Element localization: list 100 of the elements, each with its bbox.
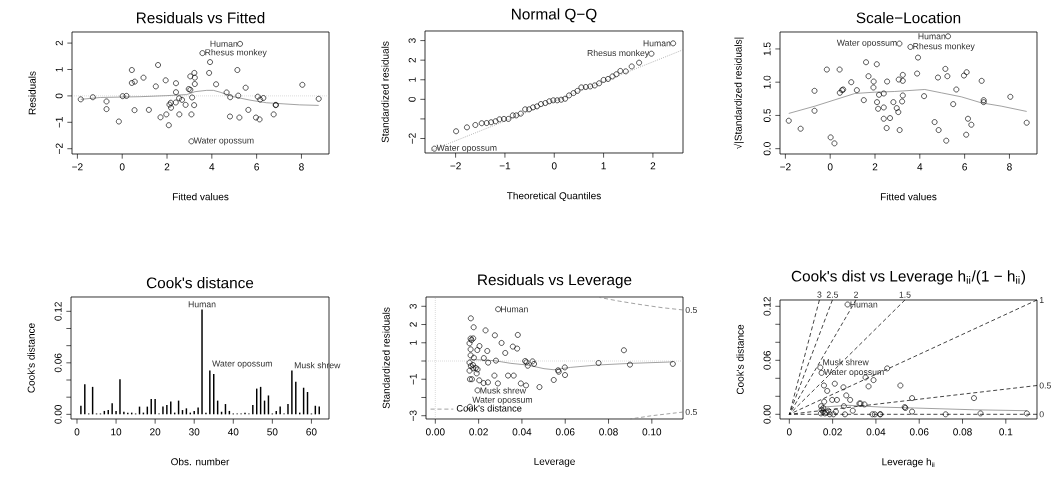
annotation: 2.5 — [826, 291, 839, 298]
x-tick-label: 0.04 — [512, 428, 532, 436]
y-axis-title: Residuals — [28, 71, 36, 115]
y-axis-title: Standardized residuals — [382, 307, 390, 409]
annotation: 0.5 — [685, 306, 697, 314]
annotation: 0.5 — [1039, 382, 1051, 389]
x-tick-label: 0.06 — [555, 428, 575, 436]
y-tick-label: 2 — [55, 40, 63, 46]
chart-title: Residuals vs Leverage — [478, 274, 632, 289]
x-tick-label: −2 — [780, 163, 791, 171]
y-tick-label: −3 — [409, 410, 417, 421]
chart-title: Normal Q−Q — [512, 8, 597, 23]
x-tick-label: 60 — [306, 428, 317, 436]
annotation: Water opossum — [836, 39, 897, 48]
x-tick-label: 8 — [299, 163, 304, 171]
y-tick-label: 3 — [409, 303, 417, 309]
x-tick-label: 40 — [227, 428, 239, 436]
x-axis-title: Obs. number — [171, 457, 230, 466]
annotation: Human — [850, 301, 878, 308]
x-tick-label: 0 — [551, 162, 557, 170]
annotation: Rhesus monkey — [205, 49, 267, 58]
y-axis-title: Standardized residuals — [381, 41, 389, 143]
x-tick-label: 0.08 — [953, 428, 972, 436]
y-tick-label: 2 — [408, 57, 416, 63]
annotation: Musk shrew — [480, 387, 527, 394]
x-tick-label: 0.1 — [999, 428, 1013, 436]
annotation: Water opossum — [823, 369, 884, 377]
x-tick-label: 0 — [827, 163, 833, 171]
y-tick-label: 1 — [409, 340, 417, 345]
x-tick-label: 2 — [872, 163, 878, 171]
y-tick-label: 1.0 — [763, 75, 771, 89]
y-tick-label: 0.0 — [763, 142, 771, 156]
y-tick-label: 1.5 — [763, 42, 771, 56]
y-axis-title: Cook's distance — [27, 323, 35, 393]
annotation: Water opossum — [472, 396, 533, 405]
annotation: Human — [918, 33, 946, 40]
x-tick-label: 6 — [254, 163, 259, 171]
y-tick-label: −2 — [55, 143, 63, 154]
x-tick-label: 0.02 — [469, 428, 488, 436]
x-tick-label: −2 — [72, 163, 83, 171]
x-tick-label: 4 — [917, 163, 923, 171]
x-tick-label: 0 — [786, 428, 792, 436]
x-tick-label: 0.02 — [823, 428, 842, 436]
x-tick-label: 0 — [74, 428, 80, 436]
annotation: Human — [210, 40, 238, 47]
annotation: Musk shrew — [823, 358, 869, 366]
annotation: 1.5 — [899, 291, 911, 298]
annotation: 0 — [1039, 411, 1044, 418]
annotation: 0.5 — [685, 409, 697, 416]
x-axis-title: Theoretical Quantiles — [506, 191, 601, 202]
x-tick-label: 2 — [650, 162, 656, 170]
annotation: 3 — [817, 291, 822, 298]
x-tick-label: 30 — [189, 428, 200, 436]
annotation: Human — [188, 301, 216, 308]
x-tick-label: 0.06 — [909, 428, 929, 436]
annotation: Rhesus monkey — [913, 42, 975, 51]
x-tick-label: 0 — [119, 163, 125, 171]
y-tick-label: 0.06 — [54, 353, 62, 373]
y-tick-label: 1 — [55, 67, 63, 72]
annotation: Water opossum — [212, 360, 272, 369]
y-tick-label: 0.12 — [54, 302, 62, 321]
x-axis-title: Leverage — [534, 457, 575, 467]
y-tick-label: 2 — [409, 322, 417, 327]
x-tick-label: 4 — [209, 163, 215, 171]
chart-title: Residuals vs Fitted — [137, 12, 265, 24]
x-tick-label: −1 — [499, 162, 511, 170]
x-tick-label: 50 — [267, 428, 278, 436]
x-axis-title: Fitted values — [172, 192, 229, 201]
x-tick-label: 0.08 — [599, 428, 618, 436]
chart-title: Scale−Location — [856, 12, 961, 24]
x-tick-label: 1 — [601, 162, 606, 170]
x-tick-label: 2 — [164, 163, 170, 171]
annotation: Water opossum — [436, 144, 497, 153]
x-tick-label: −2 — [450, 162, 461, 170]
y-tick-label: 0 — [55, 93, 63, 99]
y-tick-label: 0.06 — [763, 351, 771, 370]
y-tick-label: 1 — [408, 77, 416, 82]
x-axis-title: Fitted values — [880, 192, 937, 201]
chart-title: Cook's distance — [146, 277, 254, 289]
y-tick-label: 0.5 — [763, 108, 771, 122]
y-axis-title: √|Standardized residuals| — [733, 37, 744, 149]
y-axis-title: Cook's distance — [736, 324, 744, 395]
annotation: Water opossum — [193, 137, 254, 146]
annotation: 2 — [854, 291, 858, 298]
legend-label: Cook's distance — [456, 404, 522, 412]
x-tick-label: 20 — [150, 428, 161, 436]
annotation: 1 — [1039, 297, 1044, 303]
y-tick-label: −1 — [409, 374, 417, 385]
x-axis-title: Leverage h$_{ii}$ — [882, 457, 935, 468]
y-tick-label: −1 — [55, 117, 63, 128]
chart-title: Cook's dist vs Leverage h$_{ii}$/(1 − h$_{ii}$) — [791, 270, 1026, 285]
annotation: Human — [643, 40, 671, 47]
x-tick-label: 8 — [1007, 163, 1012, 171]
y-tick-label: 0 — [408, 96, 416, 102]
x-tick-label: 10 — [111, 428, 122, 436]
y-tick-label: 3 — [408, 38, 416, 43]
y-tick-label: 0.00 — [54, 405, 62, 424]
y-tick-label: −2 — [408, 133, 416, 144]
annotation: Human — [501, 306, 528, 313]
x-tick-label: 0.00 — [425, 428, 445, 436]
